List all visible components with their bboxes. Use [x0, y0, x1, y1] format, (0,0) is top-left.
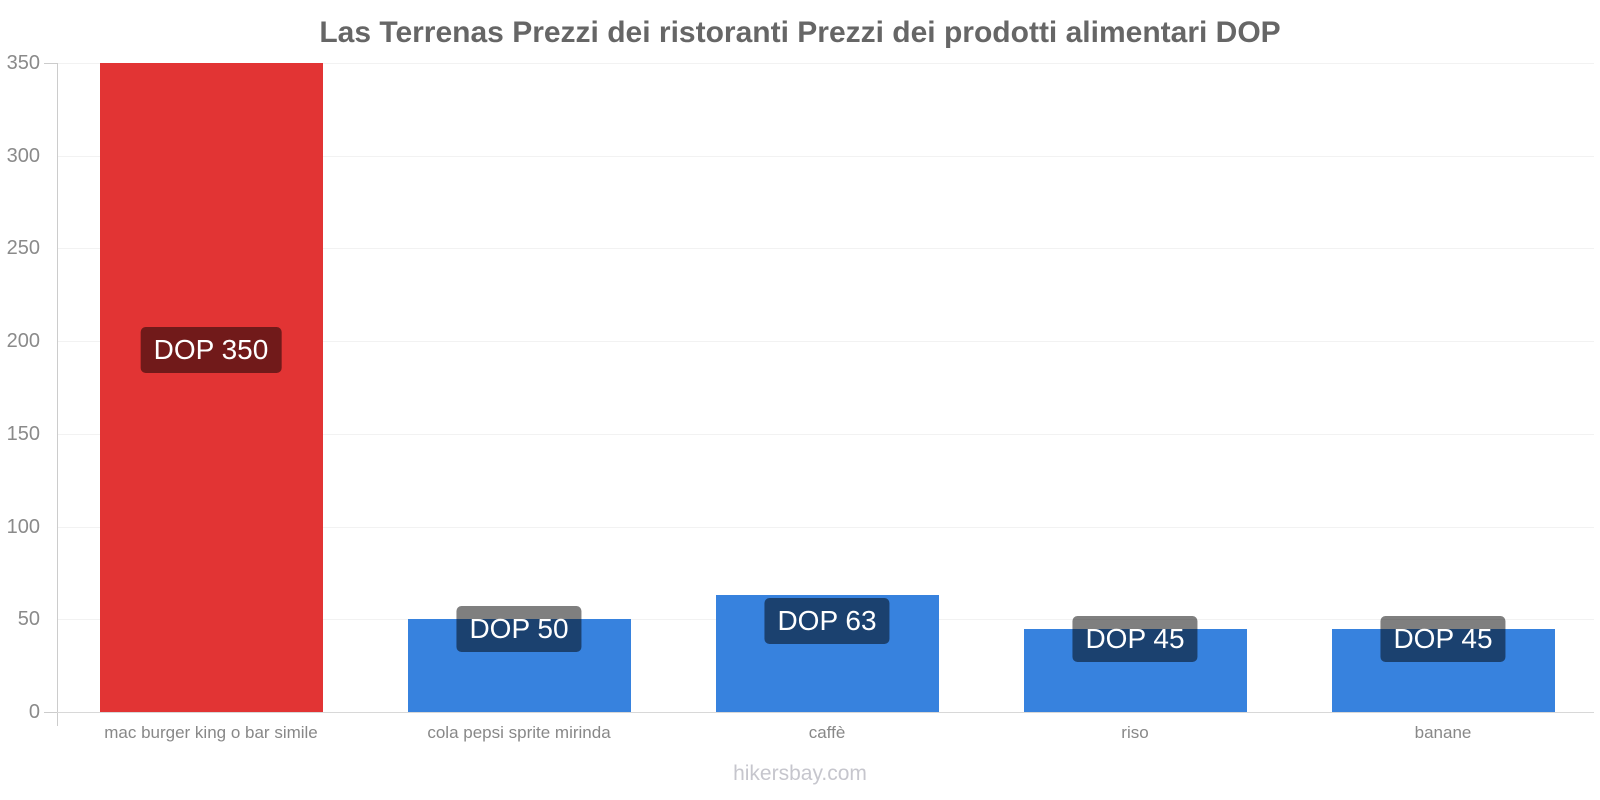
x-axis-category-label: cola pepsi sprite mirinda: [427, 723, 611, 742]
y-axis-tick-label: 250: [6, 237, 40, 260]
y-axis-tick-label: 50: [17, 608, 40, 631]
y-axis-line: [57, 63, 58, 726]
bar-value-label: DOP 50: [456, 606, 582, 653]
bar-0[interactable]: [99, 63, 323, 712]
bar-value-label: DOP 63: [764, 598, 890, 645]
y-axis-tick-label: 150: [6, 422, 40, 445]
bar-value-label: DOP 45: [1380, 615, 1506, 662]
y-gridline: [57, 433, 1594, 435]
y-gridline: [57, 248, 1594, 250]
watermark: hikersbay.com: [733, 762, 867, 785]
y-gridline: [57, 526, 1594, 528]
bar-value-label: DOP 350: [140, 327, 282, 373]
chart-title: Las Terrenas Prezzi dei ristoranti Prezz…: [319, 16, 1281, 49]
y-axis-tick-label: 300: [6, 144, 40, 167]
y-axis-tick: [44, 712, 57, 713]
y-axis-tick-label: 200: [6, 330, 40, 353]
x-axis-category-label: caffè: [808, 723, 846, 742]
y-axis-tick-label: 0: [28, 701, 40, 723]
y-axis-tick: [44, 63, 57, 64]
y-gridline: [57, 63, 1594, 64]
x-axis-line: [57, 712, 1594, 713]
x-axis-category-label: mac burger king o bar simile: [104, 723, 318, 742]
y-gridline: [57, 155, 1594, 157]
y-axis-tick-label: 100: [6, 515, 40, 538]
x-axis-category-label: banane: [1414, 723, 1472, 742]
x-axis-category-label: riso: [1121, 723, 1149, 742]
y-axis-tick-label: 350: [6, 52, 40, 74]
bar-value-label: DOP 45: [1072, 615, 1198, 662]
y-gridline: [57, 341, 1594, 343]
